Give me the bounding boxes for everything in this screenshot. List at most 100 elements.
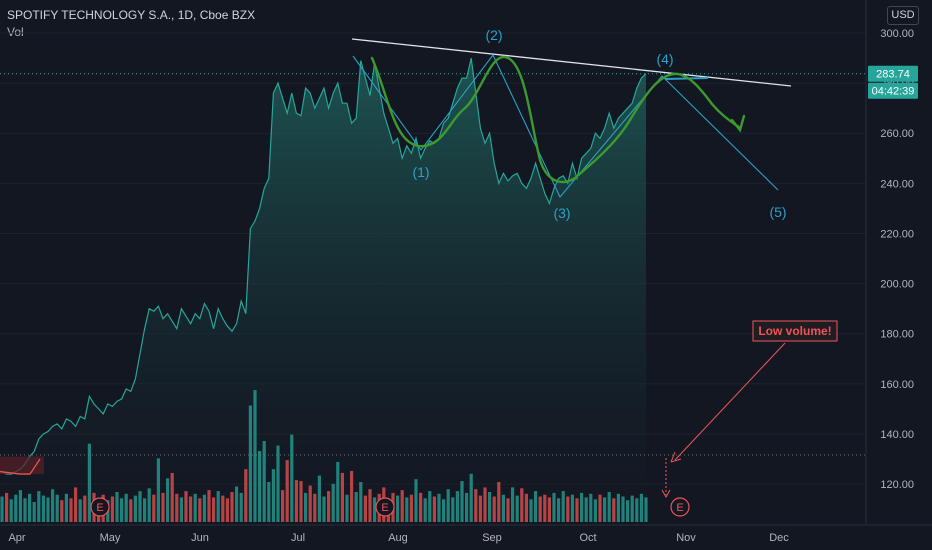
volume-bar-86 <box>396 495 400 522</box>
price-area-fill <box>2 58 646 522</box>
earnings-label-0: E <box>96 502 103 514</box>
volume-bar-47 <box>216 491 220 522</box>
loss-region <box>0 456 44 475</box>
volume-bar-101 <box>465 492 469 522</box>
volume-bar-31 <box>143 498 147 522</box>
volume-bar-30 <box>138 491 142 522</box>
x-tick-label-6: Oct <box>579 532 596 544</box>
volume-bar-70 <box>322 496 326 522</box>
volume-bar-90 <box>414 479 418 522</box>
volume-bar-29 <box>133 495 137 522</box>
volume-bar-5 <box>23 498 27 522</box>
volume-bar-89 <box>409 494 413 522</box>
volume-bar-128 <box>589 493 593 522</box>
volume-bar-112 <box>515 495 519 522</box>
volume-bar-64 <box>294 480 298 522</box>
volume-bar-111 <box>511 487 515 522</box>
volume-indicator-label[interactable]: Vol <box>7 25 24 39</box>
volume-bar-74 <box>340 472 344 522</box>
volume-bar-34 <box>156 458 160 522</box>
volume-bar-123 <box>566 496 570 522</box>
x-tick-label-1: May <box>100 532 121 544</box>
volume-bar-14 <box>64 493 68 522</box>
volume-bar-10 <box>46 497 50 522</box>
earnings-marker-2 <box>670 497 690 517</box>
x-tick-label-7: Nov <box>676 532 696 544</box>
volume-bar-44 <box>202 494 206 522</box>
y-tick-label-9: 300.00 <box>880 28 914 40</box>
annotation-dashed-arrowhead <box>661 489 671 499</box>
volume-bar-107 <box>492 496 496 522</box>
volume-bar-126 <box>580 492 584 522</box>
volume-bar-65 <box>299 481 303 522</box>
earnings-marker-0 <box>90 497 110 517</box>
volume-bar-92 <box>423 498 427 522</box>
price-axis[interactable]: 120.00 140.00 160.00 180.00 200.00 220.00 240.… <box>865 0 918 525</box>
annotation-arrow <box>674 342 786 461</box>
volume-bar-124 <box>570 494 574 522</box>
volume-bar-106 <box>488 492 492 522</box>
volume-bar-62 <box>285 460 289 522</box>
volume-bar-53 <box>244 469 248 522</box>
volume-bar-103 <box>474 489 478 522</box>
volume-bar-39 <box>179 497 183 522</box>
volume-bar-127 <box>584 497 588 522</box>
volume-bar-98 <box>451 497 455 522</box>
volume-bar-134 <box>616 493 620 522</box>
currency-button[interactable]: USD <box>887 6 919 25</box>
time-axis[interactable]: Apr May Jun Jul Aug Sep Oct Nov Dec <box>0 524 932 544</box>
volume-bar-80 <box>368 489 372 522</box>
volume-bar-108 <box>497 482 501 522</box>
volume-bar-43 <box>198 498 202 522</box>
wave-label-5: (5) <box>769 204 786 220</box>
volume-bar-73 <box>336 461 340 522</box>
volume-bar-79 <box>363 495 367 522</box>
volume-bars <box>0 390 648 523</box>
volume-bar-94 <box>432 496 436 522</box>
volume-bar-51 <box>235 486 239 522</box>
volume-bar-130 <box>598 494 602 522</box>
wave-label-4: (4) <box>656 51 673 67</box>
volume-bar-102 <box>469 473 473 522</box>
volume-bar-41 <box>189 496 193 522</box>
volume-bar-88 <box>405 497 409 522</box>
price-area <box>0 32 866 522</box>
volume-bar-15 <box>69 498 73 522</box>
symbol-title[interactable]: SPOTIFY TECHNOLOGY S.A., 1D, Cboe BZX <box>7 8 256 22</box>
annotation-box <box>752 320 838 342</box>
volume-bar-105 <box>483 487 487 522</box>
volume-bar-132 <box>607 492 611 522</box>
volume-bar-135 <box>621 496 625 522</box>
volume-bar-58 <box>267 482 271 522</box>
earnings-marker-1 <box>375 497 395 517</box>
volume-bar-18 <box>83 495 87 522</box>
volume-bar-9 <box>41 495 45 522</box>
earnings-label-1: E <box>381 502 388 514</box>
volume-bar-57 <box>262 441 266 522</box>
volume-bar-24 <box>110 496 114 522</box>
chart-header: SPOTIFY TECHNOLOGY S.A., 1D, Cboe BZX Vo… <box>7 8 255 39</box>
volume-bar-1 <box>5 492 9 522</box>
drawings-layer[interactable]: Low volume! <box>351 38 838 499</box>
volume-bar-133 <box>612 498 616 522</box>
volume-bar-66 <box>304 492 308 522</box>
y-tick-label-6: 240.00 <box>880 178 914 190</box>
volume-bar-138 <box>635 498 639 522</box>
x-tick-label-5: Sep <box>482 532 502 544</box>
y-tick-label-1: 140.00 <box>880 429 914 441</box>
volume-bar-69 <box>317 475 321 522</box>
last-price-tag <box>868 65 918 82</box>
volume-bar-120 <box>552 492 556 522</box>
x-tick-label-4: Aug <box>388 532 408 544</box>
volume-bar-140 <box>644 497 648 522</box>
volume-bar-3 <box>14 494 18 522</box>
volume-bar-49 <box>225 498 229 522</box>
volume-bar-81 <box>373 497 377 522</box>
volume-bar-104 <box>478 495 482 522</box>
volume-bar-37 <box>170 472 174 522</box>
volume-bar-77 <box>354 492 358 522</box>
volume-bar-17 <box>78 499 82 523</box>
x-tick-label-3: Jul <box>291 532 305 544</box>
